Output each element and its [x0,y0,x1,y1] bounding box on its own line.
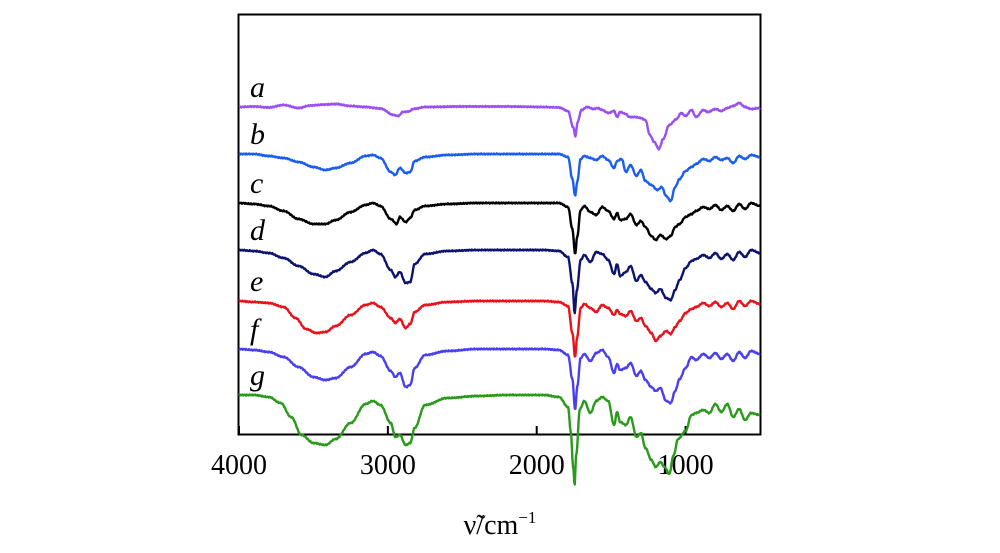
series-b-label: b [250,118,265,151]
series-group [238,101,761,486]
x-tick-label-3000: 3000 [360,450,416,481]
series-g-line [238,393,761,486]
series-a-line [238,101,761,151]
series-e-line [238,299,761,358]
series-b-line [238,152,761,203]
series-d-label: d [250,214,266,247]
series-a-label: a [250,71,265,104]
x-tick-label-4000: 4000 [211,450,267,481]
series-c-label: c [250,167,263,200]
series-f-line [238,347,761,410]
series-f-label: f [250,313,262,346]
x-tick-label-1000: 1000 [658,450,714,481]
series-c-line [238,201,761,255]
x-tick-label-2000: 2000 [509,450,565,481]
x-axis-label: ν̃/cm−1 [464,508,537,541]
x-ticks: 4000 3000 2000 1000 [211,426,714,481]
plot-frame [237,13,762,436]
x-axis-label-sup: −1 [518,508,536,527]
x-axis-label-main: ν̃/cm [464,510,519,541]
series-d-line [238,248,761,315]
series-g-label: g [250,359,265,392]
series-e-label: e [250,265,263,298]
